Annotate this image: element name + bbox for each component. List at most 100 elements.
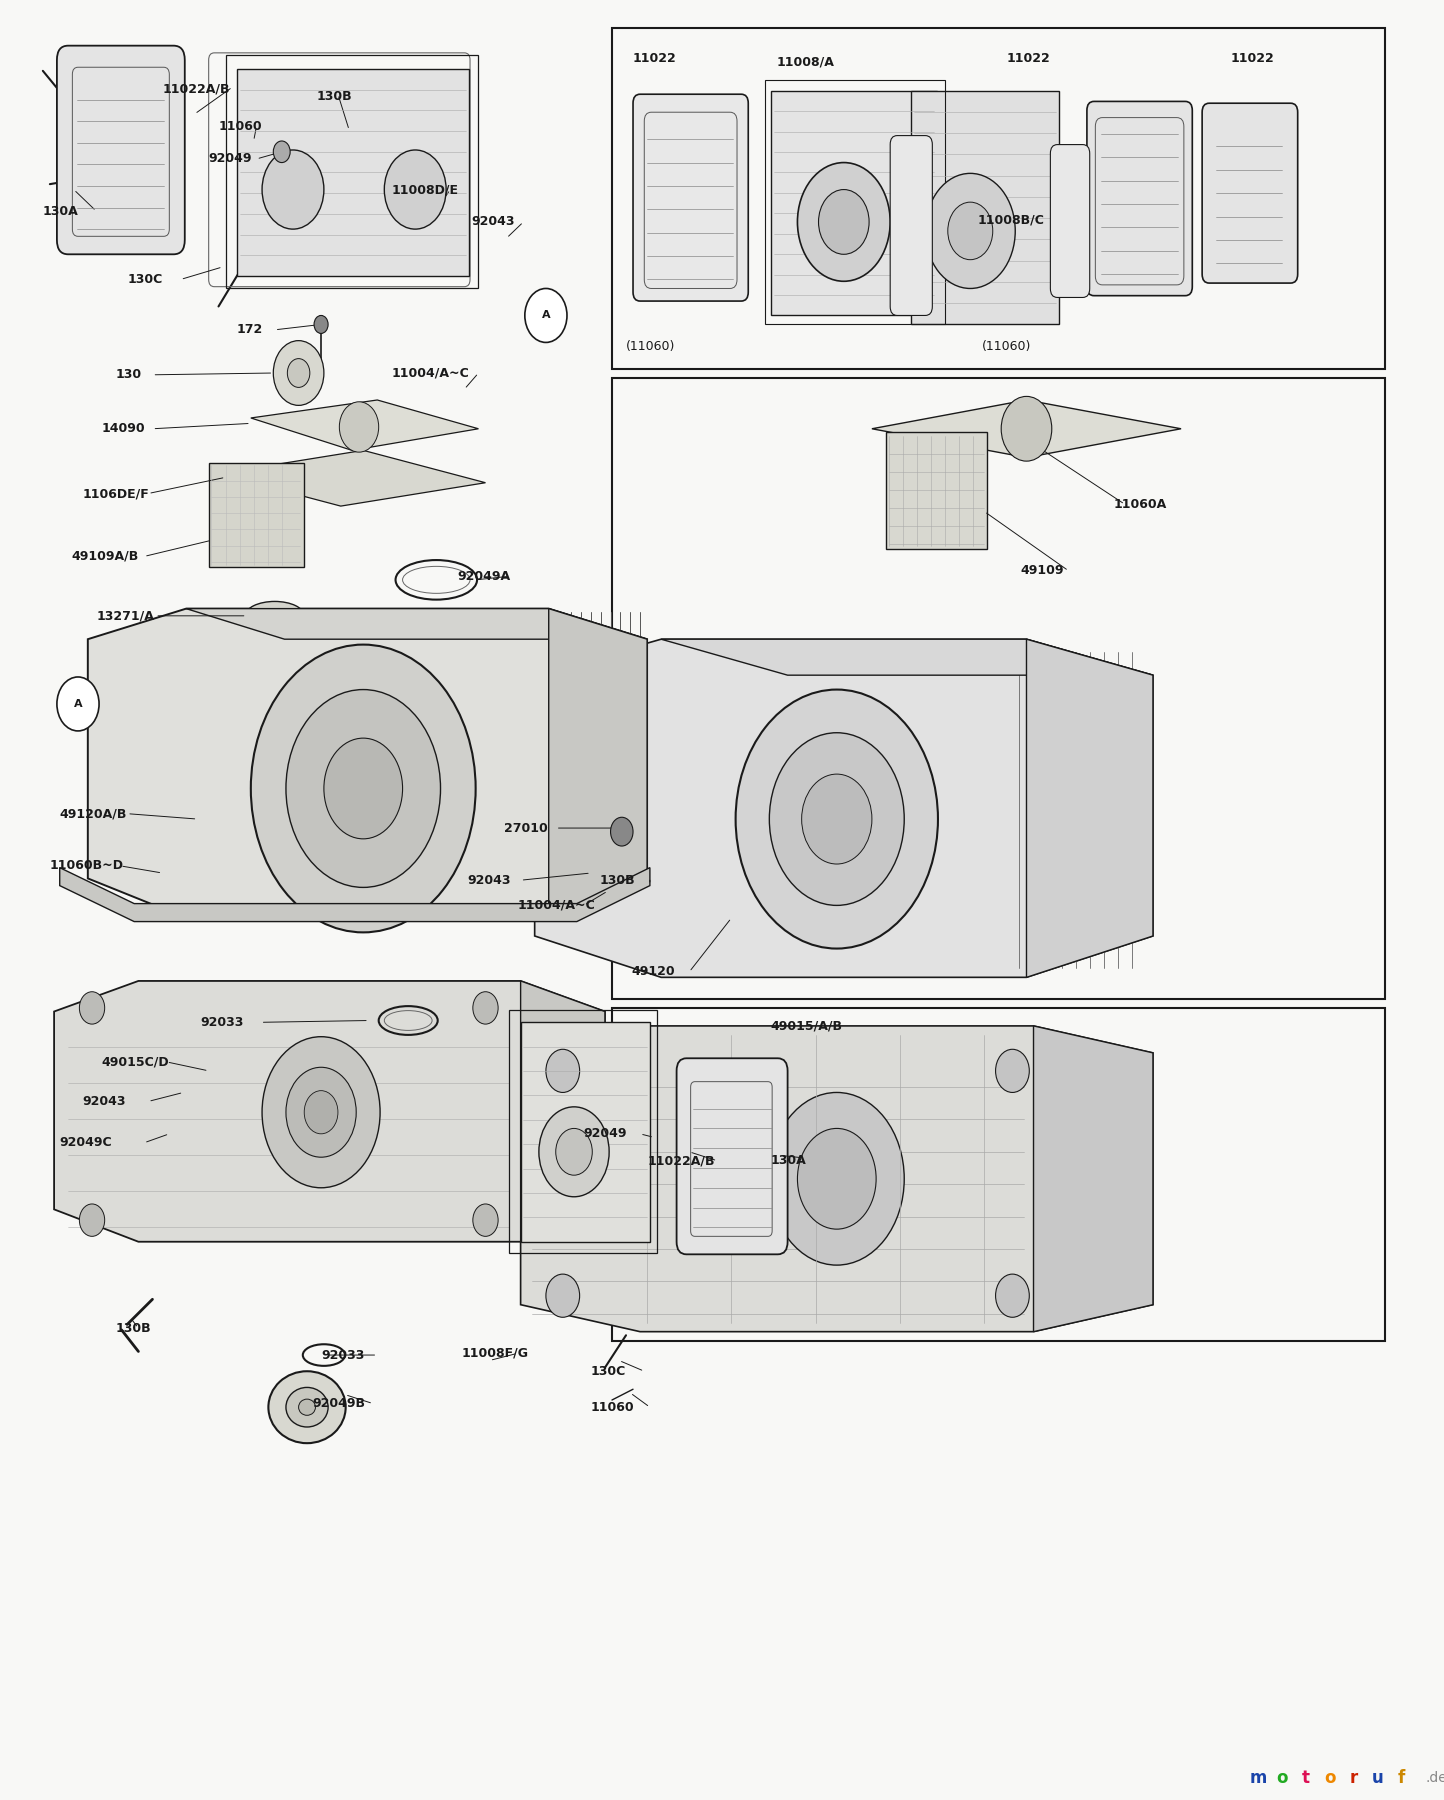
Circle shape: [770, 733, 904, 905]
Text: 92043: 92043: [471, 216, 516, 229]
Circle shape: [770, 1093, 904, 1265]
Text: 92049B: 92049B: [313, 1397, 365, 1409]
Circle shape: [735, 689, 939, 949]
Text: 130A: 130A: [43, 205, 78, 218]
Text: 49015C/D: 49015C/D: [103, 1055, 169, 1069]
FancyBboxPatch shape: [632, 94, 748, 301]
Bar: [887, 432, 988, 549]
Circle shape: [261, 149, 323, 229]
Text: 92049: 92049: [583, 1127, 627, 1141]
Bar: [612, 378, 1385, 999]
Text: 49109A/B: 49109A/B: [71, 551, 139, 563]
FancyBboxPatch shape: [1203, 103, 1298, 283]
Text: 11008B/C: 11008B/C: [978, 214, 1044, 227]
Circle shape: [1001, 396, 1051, 461]
Text: o: o: [1324, 1769, 1336, 1787]
Circle shape: [273, 340, 323, 405]
Text: 172: 172: [237, 324, 263, 337]
Text: 49109: 49109: [1021, 565, 1064, 578]
Text: 11004/A~C: 11004/A~C: [391, 367, 469, 380]
Polygon shape: [534, 639, 1152, 977]
Text: o: o: [1276, 1769, 1288, 1787]
Circle shape: [261, 1037, 380, 1188]
Text: 92049: 92049: [209, 153, 253, 166]
Text: 11008/A: 11008/A: [777, 56, 835, 68]
FancyBboxPatch shape: [890, 135, 933, 315]
Text: 92049C: 92049C: [59, 1136, 113, 1150]
Ellipse shape: [286, 1388, 328, 1427]
Text: 1106DE/F: 1106DE/F: [82, 488, 149, 500]
Text: 13271/A: 13271/A: [97, 610, 155, 623]
Polygon shape: [59, 868, 650, 922]
Polygon shape: [661, 639, 1152, 675]
Text: 49120: 49120: [631, 965, 676, 979]
Text: 11008F/G: 11008F/G: [462, 1346, 529, 1359]
Circle shape: [287, 358, 310, 387]
Circle shape: [546, 1274, 579, 1318]
Circle shape: [313, 315, 328, 333]
Circle shape: [926, 173, 1015, 288]
Text: 92043: 92043: [468, 873, 511, 887]
Polygon shape: [521, 1026, 1152, 1332]
Circle shape: [273, 140, 290, 162]
FancyBboxPatch shape: [1050, 144, 1090, 297]
Text: 14090: 14090: [103, 423, 146, 436]
Text: 130C: 130C: [127, 274, 162, 286]
Text: m: m: [1249, 1769, 1266, 1787]
Bar: [209, 463, 305, 567]
Bar: [612, 27, 1385, 369]
Text: 92049A: 92049A: [458, 571, 511, 583]
Text: 11022A/B: 11022A/B: [162, 83, 230, 95]
Text: 27010: 27010: [504, 821, 547, 835]
Circle shape: [384, 149, 446, 229]
Circle shape: [286, 1067, 357, 1157]
Polygon shape: [521, 981, 605, 1242]
Circle shape: [819, 189, 869, 254]
FancyBboxPatch shape: [1087, 101, 1193, 295]
Polygon shape: [872, 400, 1181, 457]
Circle shape: [524, 288, 567, 342]
Text: 11060: 11060: [591, 1400, 634, 1413]
Text: 49015/A/B: 49015/A/B: [771, 1019, 843, 1033]
Bar: [237, 68, 469, 275]
Text: 11022: 11022: [1230, 52, 1274, 65]
Circle shape: [286, 689, 440, 887]
Text: 11022: 11022: [1006, 52, 1051, 65]
Text: 92033: 92033: [201, 1015, 244, 1030]
Circle shape: [797, 162, 890, 281]
Bar: [521, 1022, 650, 1242]
Polygon shape: [218, 450, 485, 506]
Text: 130B: 130B: [116, 1321, 152, 1334]
Circle shape: [472, 992, 498, 1024]
Circle shape: [323, 738, 403, 839]
Circle shape: [251, 644, 475, 932]
Text: A: A: [542, 310, 550, 320]
Text: 11022A/B: 11022A/B: [647, 1154, 715, 1166]
Text: 11060: 11060: [218, 121, 263, 133]
FancyBboxPatch shape: [677, 1058, 787, 1255]
Text: 11060B~D: 11060B~D: [51, 859, 124, 873]
Text: 11004/A~C: 11004/A~C: [518, 898, 595, 913]
Circle shape: [797, 1129, 877, 1229]
Text: u: u: [1372, 1769, 1383, 1787]
Circle shape: [611, 817, 632, 846]
Bar: [911, 90, 1058, 324]
Polygon shape: [251, 400, 478, 450]
Circle shape: [995, 1049, 1030, 1093]
Circle shape: [546, 1049, 579, 1093]
Polygon shape: [1034, 1026, 1152, 1332]
Ellipse shape: [299, 1399, 315, 1415]
Polygon shape: [1027, 639, 1152, 977]
Text: (11060): (11060): [627, 340, 676, 353]
Text: 11060A: 11060A: [1113, 499, 1167, 511]
Bar: [225, 54, 478, 288]
Polygon shape: [186, 608, 647, 639]
Text: 130B: 130B: [316, 90, 352, 103]
Text: 130C: 130C: [591, 1364, 627, 1377]
Polygon shape: [53, 981, 605, 1242]
Text: .de: .de: [1425, 1771, 1444, 1786]
Circle shape: [539, 1107, 609, 1197]
Text: 130A: 130A: [771, 1154, 807, 1166]
Bar: [765, 79, 944, 324]
Text: r: r: [1350, 1769, 1357, 1787]
